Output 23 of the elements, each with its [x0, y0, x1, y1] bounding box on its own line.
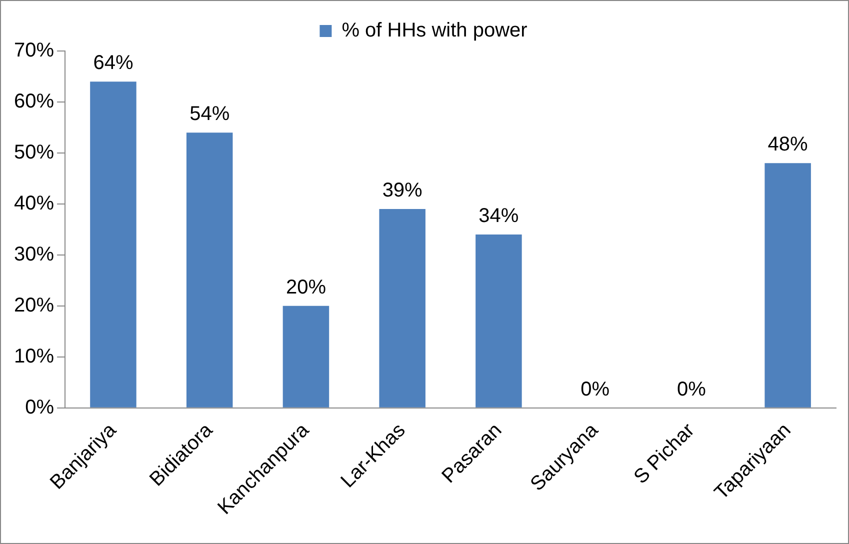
data-label: 64% [93, 52, 134, 74]
y-tick-label: 20% [14, 294, 54, 316]
bar [379, 209, 426, 408]
data-label: 34% [478, 205, 519, 228]
bar [476, 234, 522, 408]
data-label: 48% [768, 134, 808, 156]
y-tick-label: 40% [14, 192, 54, 214]
data-label: 20% [286, 276, 326, 298]
bar [764, 163, 811, 408]
data-label: 0% [580, 378, 610, 400]
bar [282, 306, 330, 408]
data-label: 0% [676, 378, 706, 400]
y-tick-label: 50% [14, 141, 54, 164]
data-label: 39% [382, 180, 423, 202]
y-tick-label: 0% [25, 396, 54, 418]
y-tick-label: 60% [14, 90, 54, 112]
legend-label: % of HHs with power [342, 20, 528, 42]
bar [90, 82, 136, 408]
bar [186, 132, 233, 408]
data-label: 54% [190, 103, 230, 126]
y-tick-label: 70% [14, 40, 54, 62]
y-tick-label: 30% [14, 243, 54, 266]
y-tick-label: 10% [14, 345, 54, 368]
